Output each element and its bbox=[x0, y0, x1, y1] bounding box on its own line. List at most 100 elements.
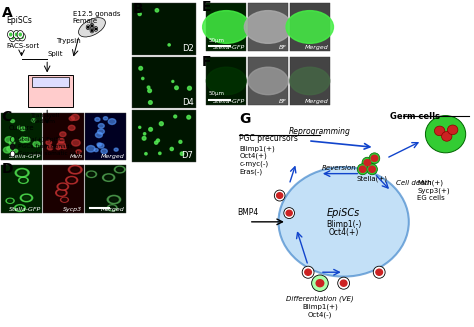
Ellipse shape bbox=[284, 208, 294, 218]
Text: Sycp3: Sycp3 bbox=[64, 207, 82, 212]
Text: Oct4(+): Oct4(+) bbox=[328, 228, 359, 237]
Text: Gonadal somatic cells: Gonadal somatic cells bbox=[18, 151, 82, 156]
Ellipse shape bbox=[24, 137, 30, 142]
Ellipse shape bbox=[97, 143, 101, 146]
Ellipse shape bbox=[367, 164, 377, 175]
Circle shape bbox=[21, 36, 23, 38]
Circle shape bbox=[19, 33, 21, 36]
Ellipse shape bbox=[3, 147, 11, 153]
Ellipse shape bbox=[47, 146, 53, 150]
FancyBboxPatch shape bbox=[85, 113, 126, 160]
Ellipse shape bbox=[274, 190, 285, 201]
Text: Blimp1(-): Blimp1(-) bbox=[326, 219, 361, 229]
Ellipse shape bbox=[109, 206, 115, 210]
Ellipse shape bbox=[101, 149, 107, 154]
Ellipse shape bbox=[18, 170, 27, 175]
Ellipse shape bbox=[109, 197, 118, 202]
Text: D: D bbox=[1, 162, 13, 176]
Circle shape bbox=[371, 155, 378, 161]
FancyBboxPatch shape bbox=[248, 3, 288, 51]
Text: PGC precursors: PGC precursors bbox=[239, 134, 298, 143]
Ellipse shape bbox=[374, 266, 385, 278]
Text: Reprogramming: Reprogramming bbox=[289, 127, 351, 136]
Text: C: C bbox=[1, 110, 12, 124]
Ellipse shape bbox=[68, 165, 82, 174]
FancyBboxPatch shape bbox=[1, 113, 42, 160]
Ellipse shape bbox=[159, 152, 161, 155]
Text: Stella(+): Stella(+) bbox=[356, 176, 388, 182]
FancyBboxPatch shape bbox=[206, 3, 246, 51]
Circle shape bbox=[359, 166, 366, 172]
Circle shape bbox=[369, 166, 375, 172]
Ellipse shape bbox=[15, 168, 29, 177]
Circle shape bbox=[248, 67, 288, 95]
Ellipse shape bbox=[98, 143, 104, 148]
Ellipse shape bbox=[114, 166, 125, 173]
Text: Stella-GFP: Stella-GFP bbox=[9, 154, 41, 159]
Ellipse shape bbox=[58, 191, 65, 195]
Circle shape bbox=[9, 33, 12, 36]
Ellipse shape bbox=[139, 66, 143, 70]
Text: 50μm: 50μm bbox=[209, 92, 225, 96]
Ellipse shape bbox=[175, 86, 178, 90]
Circle shape bbox=[90, 28, 94, 33]
Text: Culture: Culture bbox=[9, 125, 34, 131]
Ellipse shape bbox=[179, 140, 182, 143]
Circle shape bbox=[13, 30, 19, 39]
Ellipse shape bbox=[172, 80, 174, 82]
Ellipse shape bbox=[71, 114, 79, 120]
FancyBboxPatch shape bbox=[85, 165, 126, 213]
Text: E: E bbox=[201, 0, 211, 14]
Text: EG cells: EG cells bbox=[417, 195, 445, 201]
Ellipse shape bbox=[68, 178, 75, 182]
FancyBboxPatch shape bbox=[32, 77, 69, 87]
Ellipse shape bbox=[147, 86, 150, 89]
Ellipse shape bbox=[55, 189, 67, 197]
Ellipse shape bbox=[8, 199, 13, 202]
Circle shape bbox=[441, 131, 452, 141]
Text: EpiSCs: EpiSCs bbox=[327, 208, 360, 218]
Circle shape bbox=[245, 10, 292, 43]
FancyBboxPatch shape bbox=[43, 165, 84, 213]
Circle shape bbox=[277, 193, 283, 198]
Text: Merged: Merged bbox=[100, 207, 124, 212]
Circle shape bbox=[94, 26, 98, 31]
Ellipse shape bbox=[156, 139, 159, 142]
Ellipse shape bbox=[57, 142, 65, 148]
Circle shape bbox=[206, 67, 246, 95]
Text: BMP4: BMP4 bbox=[237, 208, 258, 217]
Ellipse shape bbox=[61, 197, 68, 202]
Circle shape bbox=[91, 25, 92, 26]
Circle shape bbox=[8, 30, 14, 39]
Ellipse shape bbox=[148, 89, 152, 93]
Text: Split: Split bbox=[47, 51, 63, 57]
Ellipse shape bbox=[20, 127, 26, 131]
Text: EpiSCs: EpiSCs bbox=[6, 16, 32, 25]
Ellipse shape bbox=[148, 101, 152, 104]
Circle shape bbox=[290, 67, 329, 95]
Ellipse shape bbox=[60, 132, 66, 137]
FancyBboxPatch shape bbox=[290, 3, 330, 51]
Text: Stella(+) EpiSCs: Stella(+) EpiSCs bbox=[18, 137, 66, 142]
Circle shape bbox=[10, 137, 15, 142]
Circle shape bbox=[316, 280, 324, 287]
Ellipse shape bbox=[58, 138, 64, 143]
Ellipse shape bbox=[114, 148, 118, 151]
Text: E12.5 gonads: E12.5 gonads bbox=[73, 11, 120, 17]
Ellipse shape bbox=[155, 141, 158, 144]
Ellipse shape bbox=[98, 129, 104, 134]
Ellipse shape bbox=[10, 120, 15, 123]
Circle shape bbox=[18, 36, 19, 38]
Circle shape bbox=[91, 30, 92, 31]
Text: Differentiation (VE): Differentiation (VE) bbox=[286, 296, 354, 302]
Ellipse shape bbox=[72, 140, 80, 146]
Text: Mvh: Mvh bbox=[69, 154, 82, 159]
Text: G: G bbox=[239, 112, 251, 126]
Text: Female: Female bbox=[73, 18, 98, 24]
Text: Sycp3(+): Sycp3(+) bbox=[417, 187, 450, 194]
Ellipse shape bbox=[357, 164, 368, 175]
Circle shape bbox=[376, 269, 383, 275]
Circle shape bbox=[17, 30, 24, 39]
Ellipse shape bbox=[15, 205, 26, 212]
Ellipse shape bbox=[95, 117, 100, 121]
